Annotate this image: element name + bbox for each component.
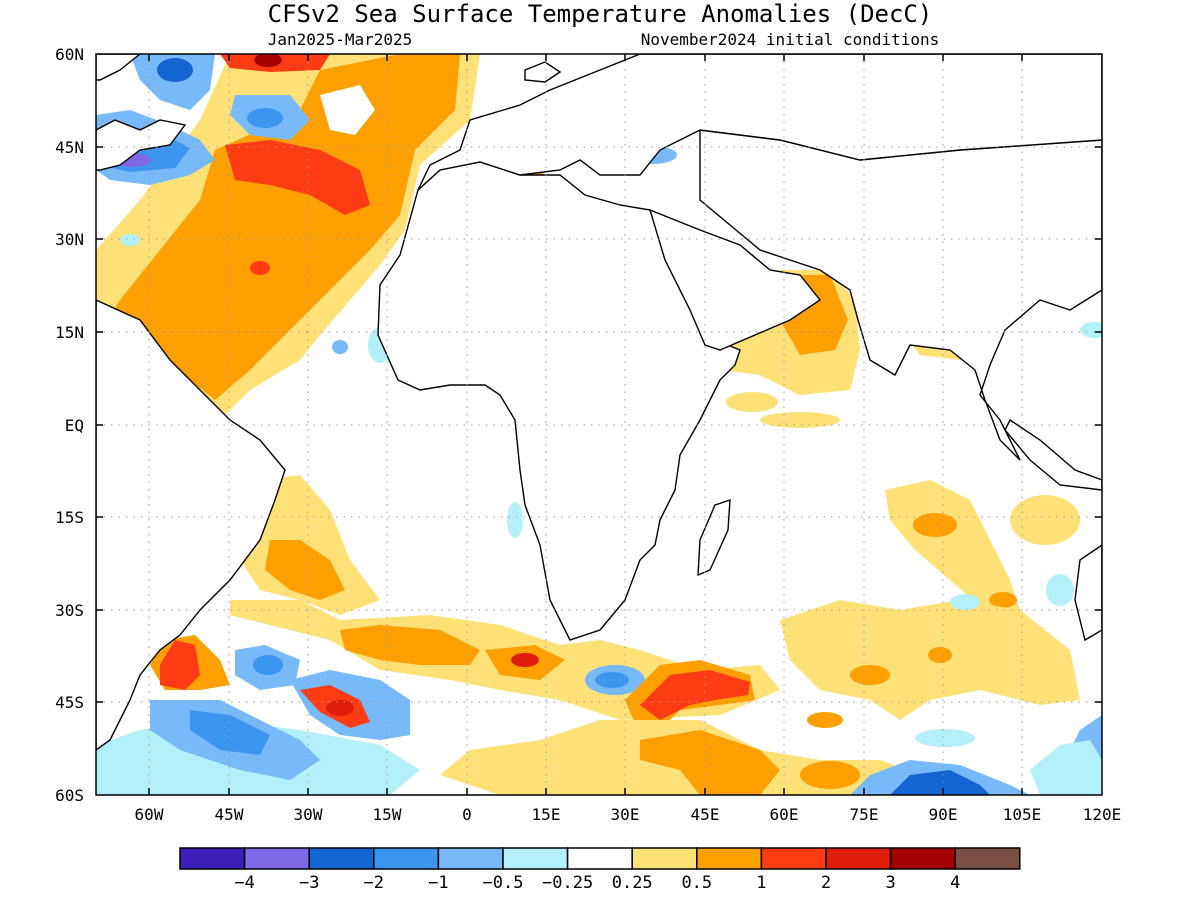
latitude-labels: 60N 45N 30N 15N EQ 15S 30S 45S 60S xyxy=(55,45,84,805)
legend-label: −0.25 xyxy=(542,873,593,893)
anomaly-sio-warm xyxy=(885,480,1020,615)
africa-landmass xyxy=(377,161,741,641)
legend-label: 2 xyxy=(821,873,831,893)
lon-label: 60W xyxy=(135,805,164,824)
lon-label: 120E xyxy=(1083,805,1122,824)
legend-label: −3 xyxy=(299,873,319,893)
legend-color-swatch xyxy=(373,847,440,870)
madagascar-landmass xyxy=(697,499,731,577)
anomaly-nat-orange xyxy=(96,54,460,400)
map-title: CFSv2 Sea Surface Temperature Anomalies … xyxy=(268,0,933,28)
lat-label: 60S xyxy=(55,786,84,805)
legend-color-swatch xyxy=(760,847,827,870)
legend-color-swatch xyxy=(954,847,1021,870)
legend-label: −0.5 xyxy=(483,873,524,893)
lon-label: 15W xyxy=(373,805,402,824)
initial-conditions: November2024 initial conditions xyxy=(641,30,940,49)
longitude-labels: 60W 45W 30W 15W 0 15E 30E 45E 60E 75E 90… xyxy=(135,805,1122,824)
legend-label: 0.5 xyxy=(681,873,712,893)
legend-label: 3 xyxy=(885,873,895,893)
north-america-landmass xyxy=(96,119,187,171)
lon-label: 60E xyxy=(770,805,799,824)
legend-label: −2 xyxy=(364,873,384,893)
coastlines xyxy=(96,54,1102,751)
legend-color-swatch xyxy=(437,847,504,870)
lon-label: 90E xyxy=(929,805,958,824)
legend-color-swatch xyxy=(889,847,956,870)
legend-label: −4 xyxy=(234,873,254,893)
south-america-landmass xyxy=(96,299,286,751)
legend-color-swatch xyxy=(696,847,763,870)
legend-color-swatch xyxy=(566,847,633,870)
lon-label: 105E xyxy=(1003,805,1042,824)
lat-label: 30N xyxy=(55,230,84,249)
iceland-landmass xyxy=(524,61,562,83)
lat-label: 15N xyxy=(55,323,84,342)
greenland-landmass xyxy=(96,54,142,81)
color-legend: −4 −3 −2 −1 −0.5 −0.25 0.25 0.5 1 2 3 4 xyxy=(179,847,1021,893)
lon-label: 0 xyxy=(462,805,472,824)
legend-color-swatch xyxy=(825,847,892,870)
indonesia-landmass xyxy=(1004,418,1102,491)
graticule xyxy=(96,54,1102,795)
lat-label: 30S xyxy=(55,601,84,620)
lon-label: 75E xyxy=(850,805,879,824)
tick-marks xyxy=(96,54,1102,795)
legend-label: −1 xyxy=(428,873,448,893)
legend-color-swatch xyxy=(502,847,569,870)
lat-label: 15S xyxy=(55,508,84,527)
legend-color-swatch xyxy=(308,847,375,870)
lon-label: 45W xyxy=(215,805,244,824)
lon-label: 30W xyxy=(294,805,323,824)
legend-label: 0.25 xyxy=(612,873,653,893)
asia-landmass xyxy=(699,129,1102,461)
legend-color-swatch xyxy=(179,847,246,870)
lat-label: 45N xyxy=(55,138,84,157)
lat-label: 45S xyxy=(55,693,84,712)
lat-label: 60N xyxy=(55,45,84,64)
anomaly-satl-warm xyxy=(240,475,380,615)
lat-label: EQ xyxy=(65,416,84,435)
europe-landmass xyxy=(417,54,1102,191)
map-area xyxy=(96,54,1102,795)
lon-label: 30E xyxy=(611,805,640,824)
legend-color-swatch xyxy=(243,847,310,870)
australia-landmass xyxy=(1074,544,1102,642)
anomaly-field xyxy=(96,54,1102,795)
anomaly-nat-red xyxy=(225,140,370,215)
valid-period: Jan2025-Mar2025 xyxy=(268,30,413,49)
arabia-landmass xyxy=(648,208,822,351)
legend-label: 4 xyxy=(950,873,960,893)
legend-color-swatch xyxy=(631,847,698,870)
lon-label: 45E xyxy=(691,805,720,824)
legend-label: 1 xyxy=(756,873,766,893)
lon-label: 15E xyxy=(532,805,561,824)
